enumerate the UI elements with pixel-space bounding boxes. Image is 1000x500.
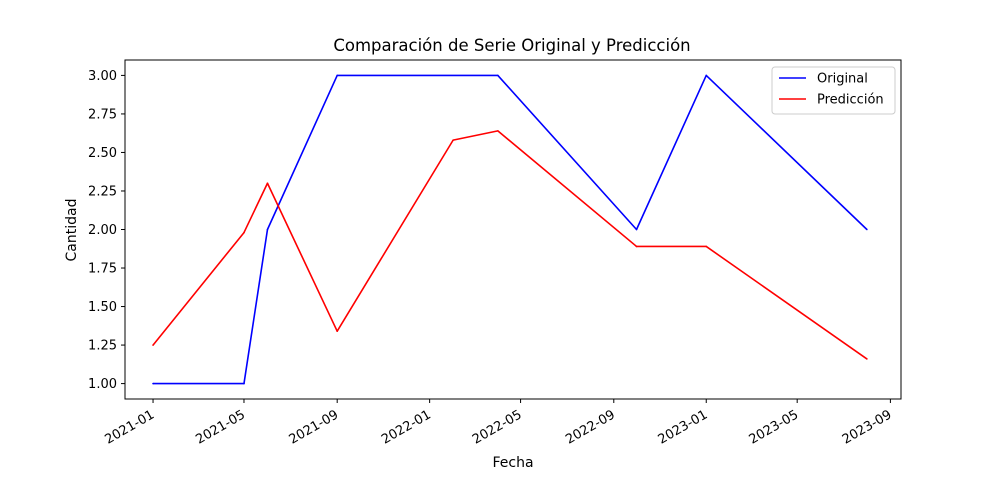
data-point	[152, 382, 154, 385]
x-tick-label: 2021-09	[287, 407, 342, 447]
x-tick-label: 2021-01	[102, 407, 157, 447]
data-point	[266, 228, 269, 231]
plot-area	[152, 74, 868, 385]
y-tick-label: 2.75	[88, 107, 117, 122]
data-point	[497, 74, 499, 77]
legend: Original Predicción	[771, 66, 896, 115]
data-point	[243, 382, 245, 385]
x-axis-label: Fecha	[492, 455, 533, 471]
y-tick-label: 3.00	[88, 69, 117, 84]
data-point	[266, 182, 269, 185]
y-tick-label: 1.75	[88, 262, 117, 277]
x-tick-label: 2023-01	[656, 407, 711, 447]
y-axis-label: Cantidad	[64, 199, 80, 262]
series-line-original	[153, 74, 868, 385]
data-point	[336, 330, 338, 333]
x-tick-label: 2022-05	[470, 407, 525, 447]
y-tick-label: 1.00	[88, 377, 117, 392]
series-line-prediccion	[152, 130, 868, 360]
x-tick-label: 2023-09	[840, 407, 895, 447]
data-point	[497, 130, 499, 132]
legend-label: Predicción	[817, 93, 884, 108]
x-tick-label: 2021-05	[193, 407, 248, 447]
y-tick-label: 2.25	[88, 184, 117, 199]
data-point	[152, 344, 154, 346]
x-tick-label: 2022-09	[563, 407, 618, 447]
y-tick-label: 2.00	[88, 223, 117, 238]
data-point	[452, 139, 454, 141]
data-point	[866, 358, 868, 360]
data-point	[705, 74, 708, 77]
y-tick-label: 2.50	[88, 146, 117, 161]
data-point	[866, 228, 868, 231]
y-tick-label: 1.25	[88, 339, 117, 354]
x-tick-label: 2023-05	[747, 407, 802, 447]
legend-label: Original	[817, 72, 868, 87]
data-point	[336, 74, 338, 77]
x-tick-label: 2022-01	[379, 407, 434, 447]
chart-title: Comparación de Serie Original y Predicci…	[333, 36, 690, 55]
data-point	[705, 245, 708, 248]
data-point	[243, 231, 245, 234]
data-point	[635, 245, 638, 248]
data-point	[635, 228, 638, 231]
y-tick-label: 1.50	[88, 300, 117, 315]
